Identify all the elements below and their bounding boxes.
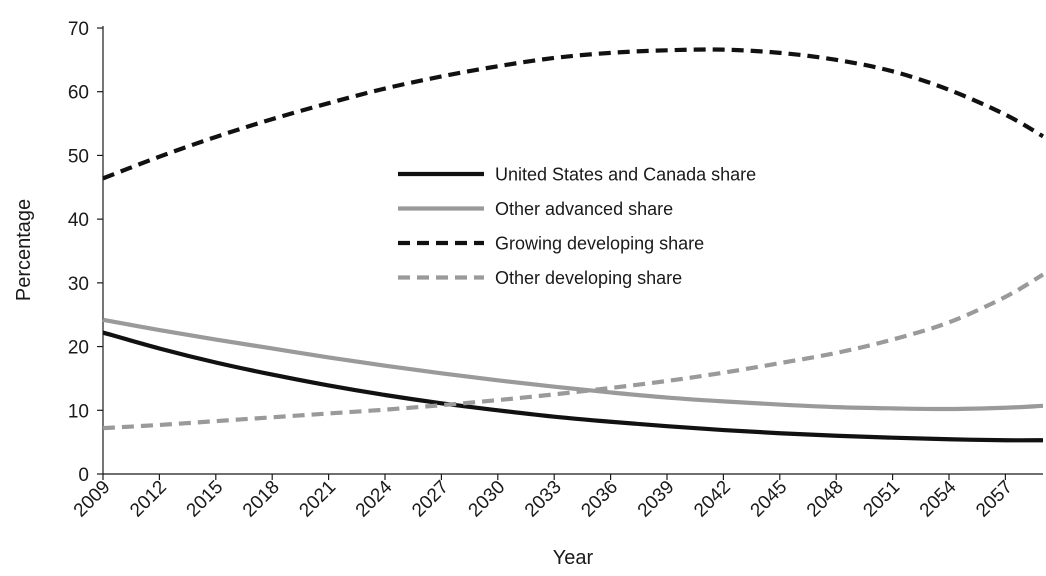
x-tick-label: 2042: [690, 477, 735, 522]
x-tick-label: 2009: [70, 477, 115, 522]
series-line-4: [102, 272, 1045, 431]
x-tick-label: 2051: [859, 477, 904, 522]
y-ticks: 0 10 20 30 40 50 60 70: [68, 19, 103, 486]
legend-label: Growing developing share: [495, 234, 704, 254]
series-line-1: [102, 330, 1044, 443]
series-line-3: [102, 47, 1045, 181]
x-tick-label: 2033: [521, 477, 566, 522]
x-tick-label: 2057: [972, 477, 1017, 522]
legend: United States and Canada share Other adva…: [398, 165, 756, 288]
legend-label: Other advanced share: [495, 199, 673, 219]
x-ticks: 2009 2012 2015 2018 2021 2024 2027 2030 2033 2036…: [70, 474, 1017, 521]
y-tick-label: 0: [78, 465, 89, 486]
x-tick-label: 2027: [408, 477, 453, 522]
x-tick-label: 2030: [465, 477, 510, 522]
series-lines: [102, 47, 1045, 443]
y-tick-label: 10: [68, 401, 89, 422]
x-tick-label: 2054: [916, 476, 961, 521]
y-tick-label: 50: [68, 146, 89, 167]
y-tick-label: 20: [68, 338, 89, 359]
x-tick-label: 2048: [803, 477, 848, 522]
x-tick-label: 2024: [352, 476, 397, 521]
y-tick-label: 70: [68, 19, 89, 40]
legend-label: Other developing share: [495, 268, 682, 288]
x-tick-label: 2036: [577, 477, 622, 522]
y-tick-label: 60: [68, 83, 89, 104]
x-axis-title: Year: [553, 547, 594, 569]
legend-label: United States and Canada share: [495, 165, 756, 185]
series-line-2: [102, 317, 1044, 412]
y-axis-title: Percentage: [13, 199, 35, 301]
x-tick-label: 2012: [126, 477, 171, 522]
x-tick-label: 2015: [183, 477, 228, 522]
x-tick-label: 2045: [747, 477, 792, 522]
x-tick-label: 2018: [239, 477, 284, 522]
x-tick-label: 2021: [295, 477, 340, 522]
y-tick-label: 30: [68, 274, 89, 295]
x-tick-label: 2039: [634, 477, 679, 522]
y-tick-label: 40: [68, 210, 89, 231]
